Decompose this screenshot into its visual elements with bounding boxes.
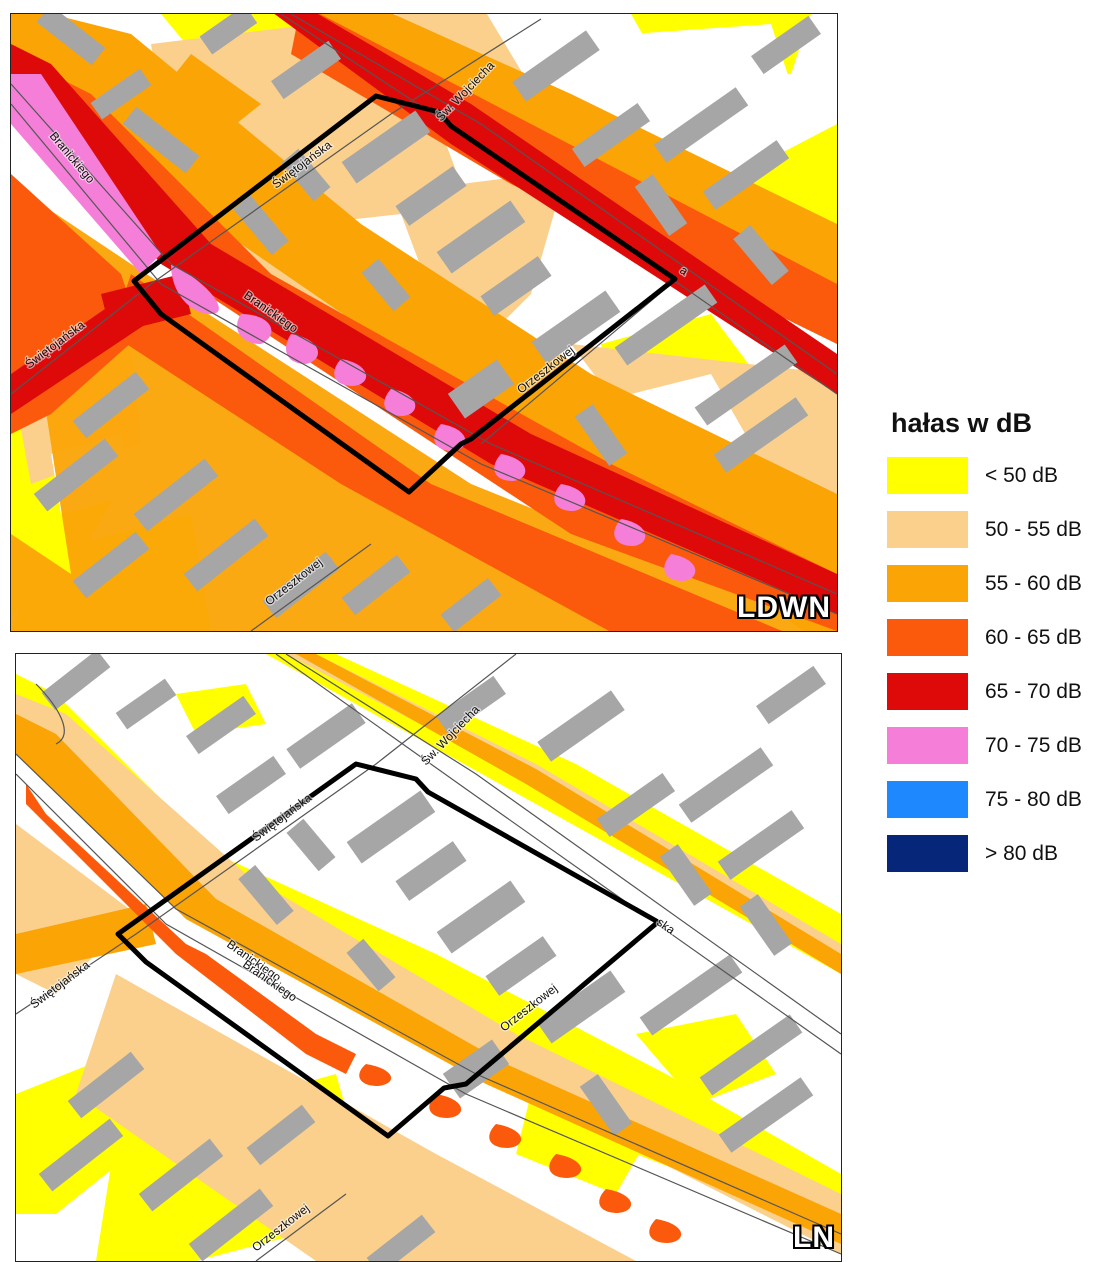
legend-swatch [887, 457, 968, 494]
legend-swatch [887, 673, 968, 710]
buildings [33, 14, 821, 631]
legend-swatch [887, 511, 968, 548]
legend-item: 65 - 70 dB [887, 673, 1117, 727]
ln-map-canvas: Św. Wojciecha Świętojańska Świętojańska … [16, 654, 841, 1261]
legend-item: < 50 dB [887, 457, 1117, 511]
legend-label: 70 - 75 dB [985, 734, 1082, 757]
legend-label: 55 - 60 dB [985, 572, 1082, 595]
zone-55-60 [16, 654, 841, 1244]
legend-rows: < 50 dB 50 - 55 dB 55 - 60 dB 60 - 65 dB 65 … [887, 457, 1117, 889]
legend-title: hałas w dB [891, 408, 1033, 438]
map-badge-ldwn: LDWN [737, 591, 831, 624]
ldwn-map-canvas: Św. Wojciecha Świętojańska Świętojańska … [11, 14, 837, 631]
legend-item: 50 - 55 dB [887, 511, 1117, 565]
noise-map-ldwn: Św. Wojciecha Świętojańska Świętojańska … [10, 13, 838, 632]
legend-item: 70 - 75 dB [887, 727, 1117, 781]
legend-label: 60 - 65 dB [985, 626, 1082, 649]
study-area-boundary [131, 93, 678, 495]
legend-item: 60 - 65 dB [887, 619, 1117, 673]
legend-label: < 50 dB [985, 464, 1058, 487]
legend-item: 75 - 80 dB [887, 781, 1117, 835]
map-badge-ln: LN [793, 1221, 835, 1254]
legend-swatch [887, 619, 968, 656]
legend-item: 55 - 60 dB [887, 565, 1117, 619]
legend-swatch [887, 565, 968, 602]
legend-label: 50 - 55 dB [985, 518, 1082, 541]
street-label-fragment-right: ska [654, 915, 678, 937]
road-lines [11, 14, 837, 631]
legend: hałas w dB < 50 dB 50 - 55 dB 55 - 60 dB 60… [887, 408, 1117, 889]
study-area-boundary [115, 761, 661, 1139]
legend-label: > 80 dB [985, 842, 1058, 865]
legend-swatch [887, 781, 968, 818]
legend-item: > 80 dB [887, 835, 1117, 889]
legend-label: 75 - 80 dB [985, 788, 1082, 811]
zone-60-65 [26, 784, 682, 1243]
noise-map-ln: Św. Wojciecha Świętojańska Świętojańska … [15, 653, 842, 1262]
legend-label: 65 - 70 dB [985, 680, 1082, 703]
buildings [38, 654, 826, 1261]
legend-swatch [887, 835, 968, 872]
legend-swatch [887, 727, 968, 764]
